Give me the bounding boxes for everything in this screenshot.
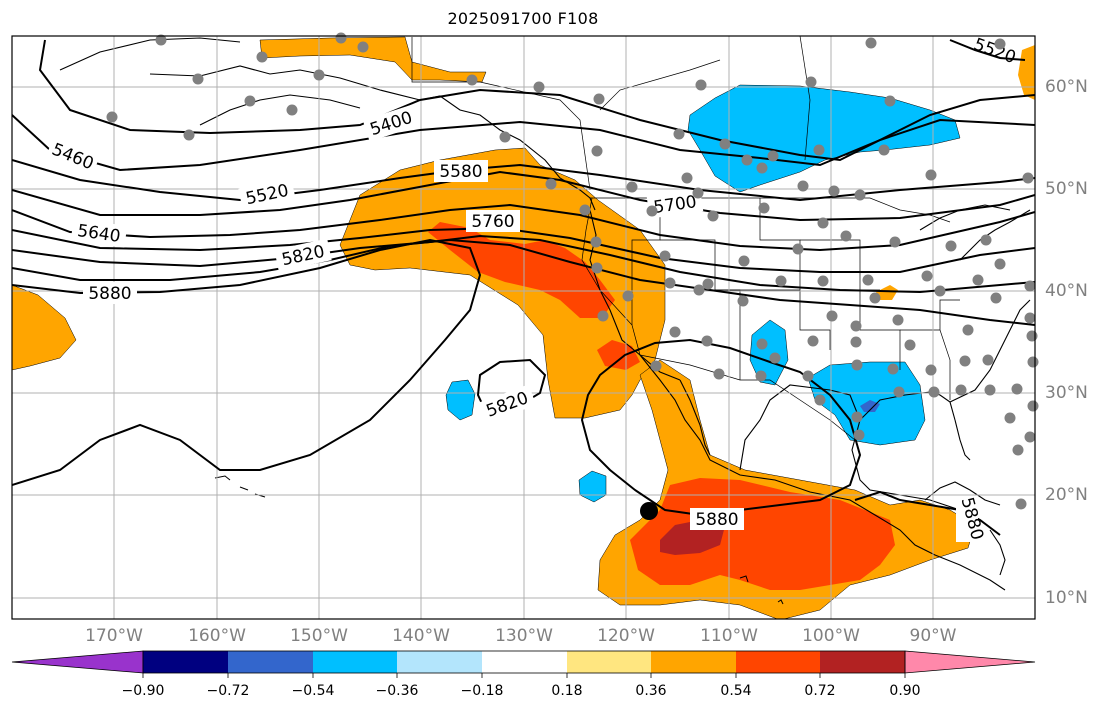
colorbar-extend-high [904,650,1036,674]
anomaly-area-ne-corner [1018,45,1035,100]
anomaly-area-west-edge [12,284,77,371]
location-marker [640,502,658,520]
colorbar-tick-label: −0.18 [460,683,504,699]
colorbar-segment [313,651,397,673]
contour-5520-ne [949,39,1026,61]
contour-5460 [12,114,1035,172]
anomaly-area-central-plains [876,285,898,300]
contour-5640 [12,203,1035,252]
colorbar-tick-label: 0.90 [889,683,921,699]
colorbar-frame [142,650,906,674]
map-title: 2025091700 F108 [447,9,599,28]
contour-5880-main [12,238,482,486]
colorbar-segment [228,651,313,673]
colorbar [11,650,1036,678]
colorbar-tick-label: 0.18 [551,683,583,699]
anomaly-area-alaska [259,36,487,83]
anomaly-area-strong-negative-gulf [860,400,880,412]
station-markers [106,32,1039,510]
colorbar-tick-label: 0.54 [720,683,752,699]
lon-label-140w: 140°W [392,626,450,646]
contour-5520 [12,159,1035,202]
colorbar-segment [736,651,820,673]
contour-5880-gulf [854,490,1001,536]
lon-label-100w: 100°W [802,626,860,646]
contour-label-backgrounds [45,104,978,542]
contour-label-5880-mexico: 5880 [695,510,738,530]
colorbar-tick-label: −0.36 [375,683,419,699]
colorbar-segment [567,651,651,673]
lat-label-10n: 10°N [1045,588,1088,608]
lon-label-150w: 150°W [290,626,348,646]
anomaly-area-strong-central [597,340,640,370]
colorbar-segment [651,651,736,673]
contour-5700 [12,226,1035,273]
colorbar-tick-label: −0.72 [206,683,250,699]
height-contours [12,39,1035,536]
lon-label-110w: 110°W [700,626,758,646]
lat-label-20n: 20°N [1045,485,1088,505]
lat-label-60n: 60°N [1045,77,1088,97]
contour-5400 [38,39,1035,162]
colorbar-segment [143,651,228,673]
contour-label-5880: 5880 [88,284,131,304]
colorbar-tick-label: −0.90 [121,683,165,699]
contour-5580 [12,170,1035,222]
lon-label-130w: 130°W [495,626,553,646]
colorbar-segment [820,651,905,673]
lon-label-160w: 160°W [188,626,246,646]
lon-label-90w: 90°W [909,626,957,646]
contour-5820-main [12,238,1035,326]
colorbar-tick-label: 0.36 [635,683,667,699]
contour-label-5580: 5580 [439,162,482,182]
map-frame [11,35,1036,620]
anomaly-area-strong-mexico [630,478,895,590]
lon-label-120w: 120°W [597,626,655,646]
colorbar-extend-low [11,650,144,674]
anomaly-area-negative-pacific [445,379,476,421]
colorbar-tick-label: 0.72 [804,683,836,699]
colorbar-tick-label: −0.54 [291,683,335,699]
lon-label-170w: 170°W [85,626,143,646]
contour-5760 [12,234,1035,294]
anomaly-area-negative-southwest [749,319,789,386]
colorbar-segment [397,651,482,673]
lat-label-50n: 50°N [1045,179,1088,199]
contour-label-5760: 5760 [471,212,514,232]
anomaly-area-strong-north [428,222,615,318]
colorbar-segment [482,651,567,673]
lat-label-30n: 30°N [1045,383,1088,403]
lat-label-40n: 40°N [1045,281,1088,301]
